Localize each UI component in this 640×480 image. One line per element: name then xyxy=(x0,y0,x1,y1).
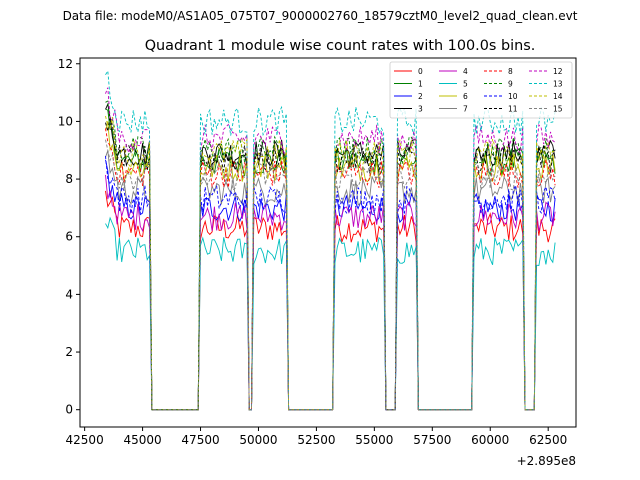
legend-label-12: 12 xyxy=(553,67,563,76)
x-tick-label: 47500 xyxy=(181,433,219,447)
chart-title: Quadrant 1 module wise count rates with … xyxy=(145,38,536,54)
y-tick-label: 10 xyxy=(58,114,73,128)
x-tick-label: 50000 xyxy=(239,433,277,447)
x-tick-label: 55000 xyxy=(355,433,393,447)
series-line-3 xyxy=(105,102,556,411)
legend-label-6: 6 xyxy=(463,92,468,101)
series-line-14 xyxy=(105,115,556,411)
series-line-15 xyxy=(105,139,556,411)
legend-label-15: 15 xyxy=(553,105,563,114)
series-line-11 xyxy=(105,116,556,411)
series-line-7 xyxy=(105,150,556,411)
series-line-12 xyxy=(105,87,556,411)
x-tick-label: 42500 xyxy=(66,433,104,447)
y-tick-label: 2 xyxy=(65,345,73,359)
legend-label-0: 0 xyxy=(418,67,423,76)
plot-frame xyxy=(79,57,577,428)
x-tick-label: 57500 xyxy=(413,433,451,447)
legend-label-9: 9 xyxy=(508,80,513,89)
legend-label-13: 13 xyxy=(553,80,563,89)
series-line-10 xyxy=(105,156,556,411)
x-offset-label: +2.895e8 xyxy=(517,454,576,468)
series-line-5 xyxy=(105,216,556,411)
legend-label-14: 14 xyxy=(553,92,563,101)
x-tick-label: 60000 xyxy=(471,433,509,447)
y-tick-label: 12 xyxy=(58,57,73,71)
legend-label-4: 4 xyxy=(463,67,468,76)
series-line-2 xyxy=(105,159,556,411)
series-line-8 xyxy=(105,128,556,411)
series-line-1 xyxy=(105,108,556,411)
y-tick-label: 0 xyxy=(65,403,73,417)
y-tick-label: 8 xyxy=(65,172,73,186)
legend-label-2: 2 xyxy=(418,92,423,101)
x-tick-label: 62500 xyxy=(529,433,567,447)
legend-label-10: 10 xyxy=(508,92,518,101)
series-line-13 xyxy=(105,69,556,411)
y-tick-label: 4 xyxy=(65,287,73,301)
x-tick-label: 45000 xyxy=(123,433,161,447)
x-tick-label: 52500 xyxy=(297,433,335,447)
legend-label-3: 3 xyxy=(418,105,423,114)
legend-label-8: 8 xyxy=(508,67,513,76)
chart-suptitle: Data file: modeM0/AS1A05_075T07_90000027… xyxy=(63,9,578,23)
legend-label-1: 1 xyxy=(418,80,423,89)
legend-label-7: 7 xyxy=(463,105,468,114)
legend-box xyxy=(389,61,573,119)
y-tick-label: 6 xyxy=(65,230,73,244)
legend-label-5: 5 xyxy=(463,80,468,89)
legend-label-11: 11 xyxy=(508,105,518,114)
